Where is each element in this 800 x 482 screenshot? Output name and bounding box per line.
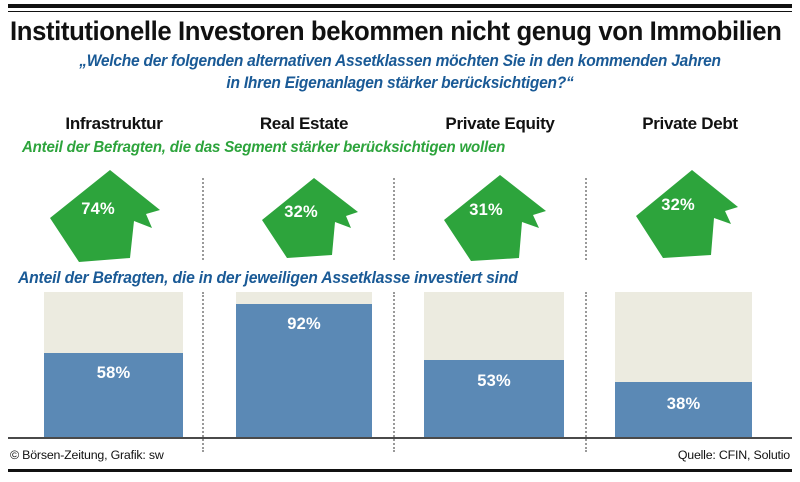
top-rule-thick xyxy=(8,4,792,8)
subtitle-line-1: „Welche der folgenden alternativen Asset… xyxy=(79,52,721,70)
bar-value-private-debt: 38% xyxy=(666,395,701,413)
column-divider-1-lower xyxy=(202,292,206,452)
bar-fill-infrastruktur xyxy=(44,353,183,437)
arrow-value-real-estate: 32% xyxy=(284,203,318,221)
bar-fill-private-debt xyxy=(615,382,752,437)
bar-value-private-equity: 53% xyxy=(477,372,511,390)
column-header-private-equity: Private Equity xyxy=(445,114,555,133)
arrow-up-icon-real-estate xyxy=(258,176,362,260)
arrow-value-infrastruktur: 74% xyxy=(81,200,115,218)
bar-value-infrastruktur: 58% xyxy=(96,364,131,382)
bar-fill-real-estate xyxy=(236,304,372,437)
column-divider-1-upper xyxy=(202,178,206,260)
subtitle-question: „Welche der folgenden alternativen Asset… xyxy=(12,50,788,94)
page-title: Institutionelle Investoren bekommen nich… xyxy=(10,16,782,46)
arrow-up-icon-infrastruktur xyxy=(46,168,164,264)
column-header-private-debt: Private Debt xyxy=(642,114,738,133)
column-divider-3-lower xyxy=(585,292,589,452)
arrow-value-private-debt: 32% xyxy=(661,196,695,214)
subtitle-line-2: in Ihren Eigenanlagen stärker berücksich… xyxy=(226,74,574,92)
column-header-row: Infrastruktur Real Estate Private Equity… xyxy=(0,112,800,136)
bar-fill-private-equity xyxy=(424,360,564,437)
footer: © Börsen-Zeitung, Grafik: sw Quelle: CFI… xyxy=(10,448,790,466)
column-header-real-estate: Real Estate xyxy=(259,114,349,133)
arrow-up-icon-private-equity xyxy=(440,173,552,263)
column-divider-3-upper xyxy=(585,178,589,260)
bar-track-infrastruktur: 58% xyxy=(44,292,183,437)
footer-credit: © Börsen-Zeitung, Grafik: sw xyxy=(10,448,164,462)
bar-value-real-estate: 92% xyxy=(287,315,321,333)
column-divider-2-lower xyxy=(393,292,397,452)
column-divider-2-upper xyxy=(393,178,397,260)
arrow-up-icon-private-debt xyxy=(632,168,744,260)
bar-track-real-estate: 92% xyxy=(236,292,372,437)
bar-track-private-debt: 38% xyxy=(615,292,752,437)
column-header-infrastruktur: Infrastruktur xyxy=(65,114,163,133)
footer-source: Quelle: CFIN, Solutio xyxy=(677,448,790,462)
legend-caption-blue: Anteil der Befragten, die in der jeweili… xyxy=(18,269,524,288)
chart-baseline xyxy=(8,437,792,439)
top-rule-thin xyxy=(8,11,792,12)
bottom-rule xyxy=(8,469,792,472)
arrow-value-private-equity: 31% xyxy=(469,201,503,219)
legend-caption-green: Anteil der Befragten, die das Segment st… xyxy=(22,139,506,156)
bar-track-private-equity: 53% xyxy=(424,292,564,437)
